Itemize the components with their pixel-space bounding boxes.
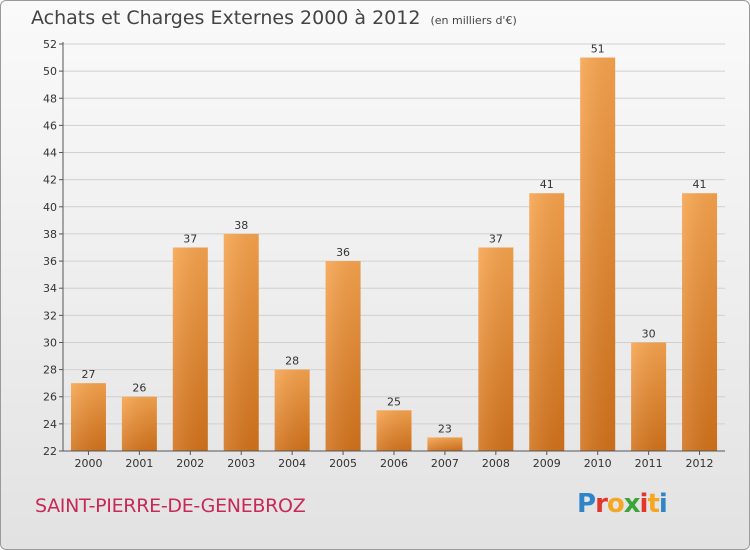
bar-shade-2004 <box>274 369 310 451</box>
x-tick-label: 2007 <box>431 457 459 470</box>
x-tick-label: 2004 <box>278 457 306 470</box>
commune-name: SAINT-PIERRE-DE-GENEBROZ <box>35 495 306 517</box>
bar-shade-2012 <box>682 193 718 451</box>
logo-letter: t <box>647 489 659 519</box>
bar-shade-2007 <box>427 437 463 451</box>
data-label: 25 <box>387 395 401 408</box>
y-tick-label: 48 <box>43 92 57 105</box>
data-label: 27 <box>81 368 95 381</box>
bar-shade-2005 <box>325 261 361 451</box>
bar-shade-2001 <box>121 396 157 451</box>
bars-group <box>70 57 718 452</box>
proxiti-logo: Proxiti <box>577 489 668 519</box>
y-tick-label: 38 <box>43 228 57 241</box>
labels-group: 22 24 26 28 30 32 34 36 38 40 42 44 46 48 50 52 27 2000 26… <box>43 38 714 470</box>
data-label: 36 <box>336 246 350 259</box>
y-tick-label: 26 <box>43 391 57 404</box>
axes-group <box>59 42 725 455</box>
x-tick-label: 2003 <box>227 457 255 470</box>
data-label: 30 <box>642 327 656 340</box>
bar-shade-2003 <box>223 233 259 451</box>
bar-shade-2011 <box>631 342 667 451</box>
data-label: 37 <box>489 233 503 246</box>
bar-shade-2009 <box>529 193 565 451</box>
y-tick-label: 42 <box>43 174 57 187</box>
y-tick-label: 52 <box>43 38 57 51</box>
logo-letter: i <box>639 489 649 519</box>
y-tick-label: 32 <box>43 309 57 322</box>
x-tick-label: 2012 <box>686 457 714 470</box>
y-tick-label: 44 <box>43 147 57 160</box>
x-tick-label: 2010 <box>584 457 612 470</box>
y-tick-label: 40 <box>43 201 57 214</box>
logo-letter: x <box>623 489 641 519</box>
x-tick-label: 2001 <box>125 457 153 470</box>
data-label: 41 <box>540 178 554 191</box>
bar-shade-2006 <box>376 410 412 451</box>
y-tick-label: 24 <box>43 418 57 431</box>
logo-letter: r <box>595 489 608 519</box>
data-label: 41 <box>693 178 707 191</box>
logo-letter: P <box>577 489 596 519</box>
y-tick-label: 34 <box>43 282 57 295</box>
y-tick-label: 50 <box>43 65 57 78</box>
data-label: 28 <box>285 355 299 368</box>
x-tick-label: 2006 <box>380 457 408 470</box>
data-label: 23 <box>438 422 452 435</box>
y-tick-label: 46 <box>43 119 57 132</box>
logo-letter: i <box>658 489 668 519</box>
y-tick-label: 22 <box>43 445 57 458</box>
bar-shade-2000 <box>70 383 106 451</box>
x-tick-label: 2009 <box>533 457 561 470</box>
x-tick-label: 2008 <box>482 457 510 470</box>
chart-unit-note: (en milliers d'€) <box>430 14 517 27</box>
data-label: 37 <box>183 233 197 246</box>
data-label: 26 <box>132 382 146 395</box>
grid-lines <box>63 43 725 452</box>
logo-letter: o <box>606 489 625 519</box>
data-label: 51 <box>591 43 605 56</box>
x-tick-label: 2002 <box>176 457 204 470</box>
y-tick-label: 36 <box>43 255 57 268</box>
bar-shade-2008 <box>478 247 514 451</box>
x-tick-label: 2011 <box>635 457 663 470</box>
chart-title-text: Achats et Charges Externes 2000 à 2012 <box>31 7 421 29</box>
x-tick-label: 2005 <box>329 457 357 470</box>
y-tick-label: 28 <box>43 364 57 377</box>
y-tick-label: 30 <box>43 336 57 349</box>
x-tick-label: 2000 <box>74 457 102 470</box>
bar-shade-2010 <box>580 57 616 452</box>
chart-title: Achats et Charges Externes 2000 à 2012 (e… <box>31 7 517 29</box>
data-label: 38 <box>234 219 248 232</box>
bar-shade-2002 <box>172 247 208 451</box>
